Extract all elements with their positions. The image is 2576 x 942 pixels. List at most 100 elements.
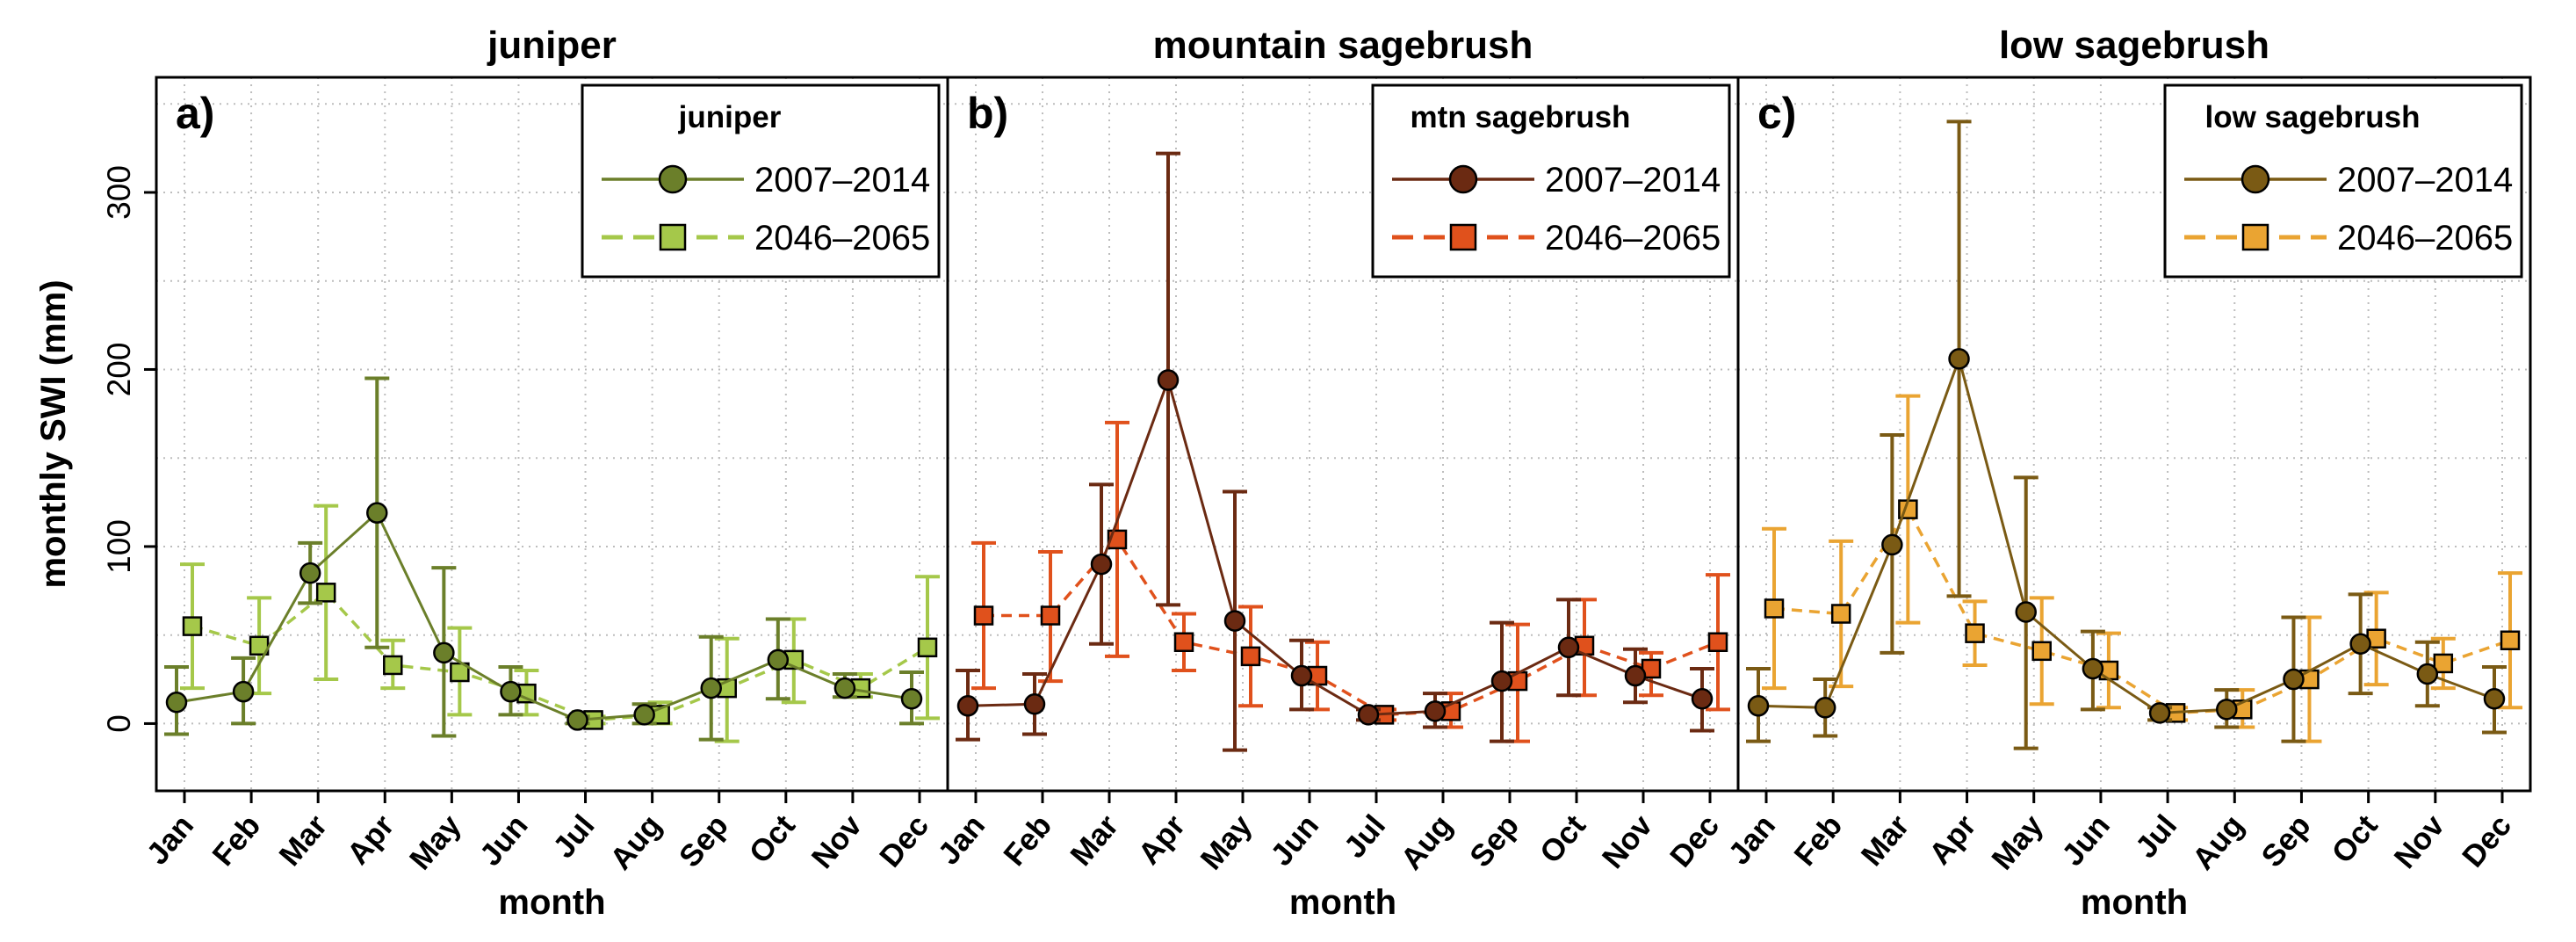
data-point	[1764, 598, 1785, 619]
x-tick-label: Oct	[743, 808, 803, 870]
legend-entry-label: 2007–2014	[1545, 161, 1721, 199]
legend-box	[581, 83, 941, 279]
x-axis-label: month	[2081, 883, 2188, 922]
x-tick-label: Jul	[1338, 808, 1392, 865]
data-point	[232, 680, 255, 703]
data-point	[1040, 605, 1061, 626]
panel-title: juniper	[487, 24, 617, 67]
data-point	[2416, 663, 2439, 685]
panel-title: low sagebrush	[1999, 24, 2269, 67]
data-point	[2082, 657, 2104, 680]
data-point	[1490, 670, 1513, 692]
y-tick-label: 300	[101, 165, 137, 220]
data-point	[2031, 641, 2052, 662]
data-point	[2483, 687, 2506, 710]
data-point	[956, 695, 979, 717]
y-tick-label: 0	[101, 714, 137, 733]
legend-marker	[1449, 223, 1477, 251]
data-point	[1173, 632, 1194, 652]
x-tick-label: Apr	[341, 808, 401, 872]
data-point	[165, 692, 188, 714]
series-2	[180, 504, 940, 743]
data-point	[1357, 704, 1380, 726]
series-line	[176, 511, 913, 721]
series-2	[1762, 394, 2522, 743]
legend: low sagebrush 2007–2014 2046–2065	[2163, 83, 2523, 279]
x-tick-label: Oct	[2325, 808, 2385, 870]
x-tick-label: May	[1985, 808, 2050, 877]
x-tick-label: May	[403, 808, 468, 877]
x-tick-label: Jul	[546, 808, 601, 865]
legend-box	[1371, 83, 1731, 279]
data-point	[1830, 604, 1851, 624]
series-line	[1757, 354, 2495, 714]
data-point	[383, 655, 403, 676]
panel-frame	[1736, 76, 2532, 793]
x-tick-label: Aug	[1395, 808, 1460, 876]
x-axis-label: month	[1289, 883, 1396, 922]
x-tick-label: Aug	[603, 808, 668, 876]
x-tick-label: Sep	[673, 808, 735, 873]
legend-box	[2163, 83, 2523, 279]
data-point	[767, 649, 790, 671]
x-tick-label: Mar	[1064, 808, 1125, 873]
data-point	[433, 641, 455, 664]
x-tick-label: Mar	[272, 808, 334, 873]
series-1	[1746, 120, 2507, 750]
data-point	[700, 677, 722, 699]
panel-label: a)	[176, 89, 214, 138]
data-point	[566, 709, 588, 731]
series-line	[984, 536, 1719, 717]
data-point	[1290, 664, 1313, 687]
x-tick-label: Dec	[1663, 808, 1726, 873]
data-point	[500, 680, 522, 703]
data-point	[2148, 702, 2171, 724]
data-point	[1557, 636, 1580, 659]
data-point	[315, 583, 336, 603]
data-point	[2500, 630, 2521, 650]
data-point	[1424, 700, 1447, 722]
series-1	[956, 151, 1714, 752]
data-point	[1240, 646, 1261, 667]
panel-2: mountain sagebrush b) Jan Feb Mar Apr May Jun Ju…	[931, 24, 1740, 922]
y-tick-label: 100	[101, 519, 137, 574]
x-tick-label: Sep	[2255, 808, 2317, 873]
data-point	[2283, 668, 2305, 691]
data-point	[1948, 348, 1970, 370]
x-tick-label: Nov	[805, 808, 869, 875]
x-tick-label: Mar	[1855, 808, 1916, 873]
data-point	[2349, 633, 2371, 656]
series-line	[191, 590, 928, 722]
x-tick-label: Jun	[2055, 808, 2117, 873]
x-tick-label: Jun	[473, 808, 535, 873]
series-1	[164, 376, 924, 742]
x-tick-label: Jan	[140, 808, 200, 871]
y-tick-label: 200	[101, 343, 137, 397]
x-tick-label: Feb	[1787, 808, 1849, 873]
data-point	[299, 562, 321, 584]
data-point	[1157, 369, 1180, 391]
x-tick-label: Jul	[2129, 808, 2183, 865]
x-tick-label: Feb	[997, 808, 1058, 873]
legend: mtn sagebrush 2007–2014 2046–2065	[1371, 83, 1731, 279]
series-line	[967, 375, 1703, 716]
x-tick-label: Dec	[2456, 808, 2518, 873]
data-point	[2433, 653, 2454, 674]
legend-entry-label: 2046–2065	[754, 219, 930, 257]
x-tick-label: Nov	[2388, 808, 2452, 875]
x-tick-label: May	[1194, 808, 1259, 877]
data-point	[973, 605, 994, 626]
data-point	[1223, 610, 1246, 632]
series-line	[1773, 506, 2511, 715]
legend-marker	[659, 223, 687, 251]
x-tick-label: Feb	[206, 808, 267, 873]
data-point	[1691, 687, 1714, 710]
panel-title: mountain sagebrush	[1153, 24, 1533, 67]
x-axis-label: month	[498, 883, 605, 922]
x-tick-label: Aug	[2186, 808, 2251, 876]
x-tick-label: Dec	[873, 808, 935, 873]
data-point	[1624, 664, 1647, 687]
data-point	[1090, 553, 1113, 576]
data-point	[366, 502, 388, 524]
